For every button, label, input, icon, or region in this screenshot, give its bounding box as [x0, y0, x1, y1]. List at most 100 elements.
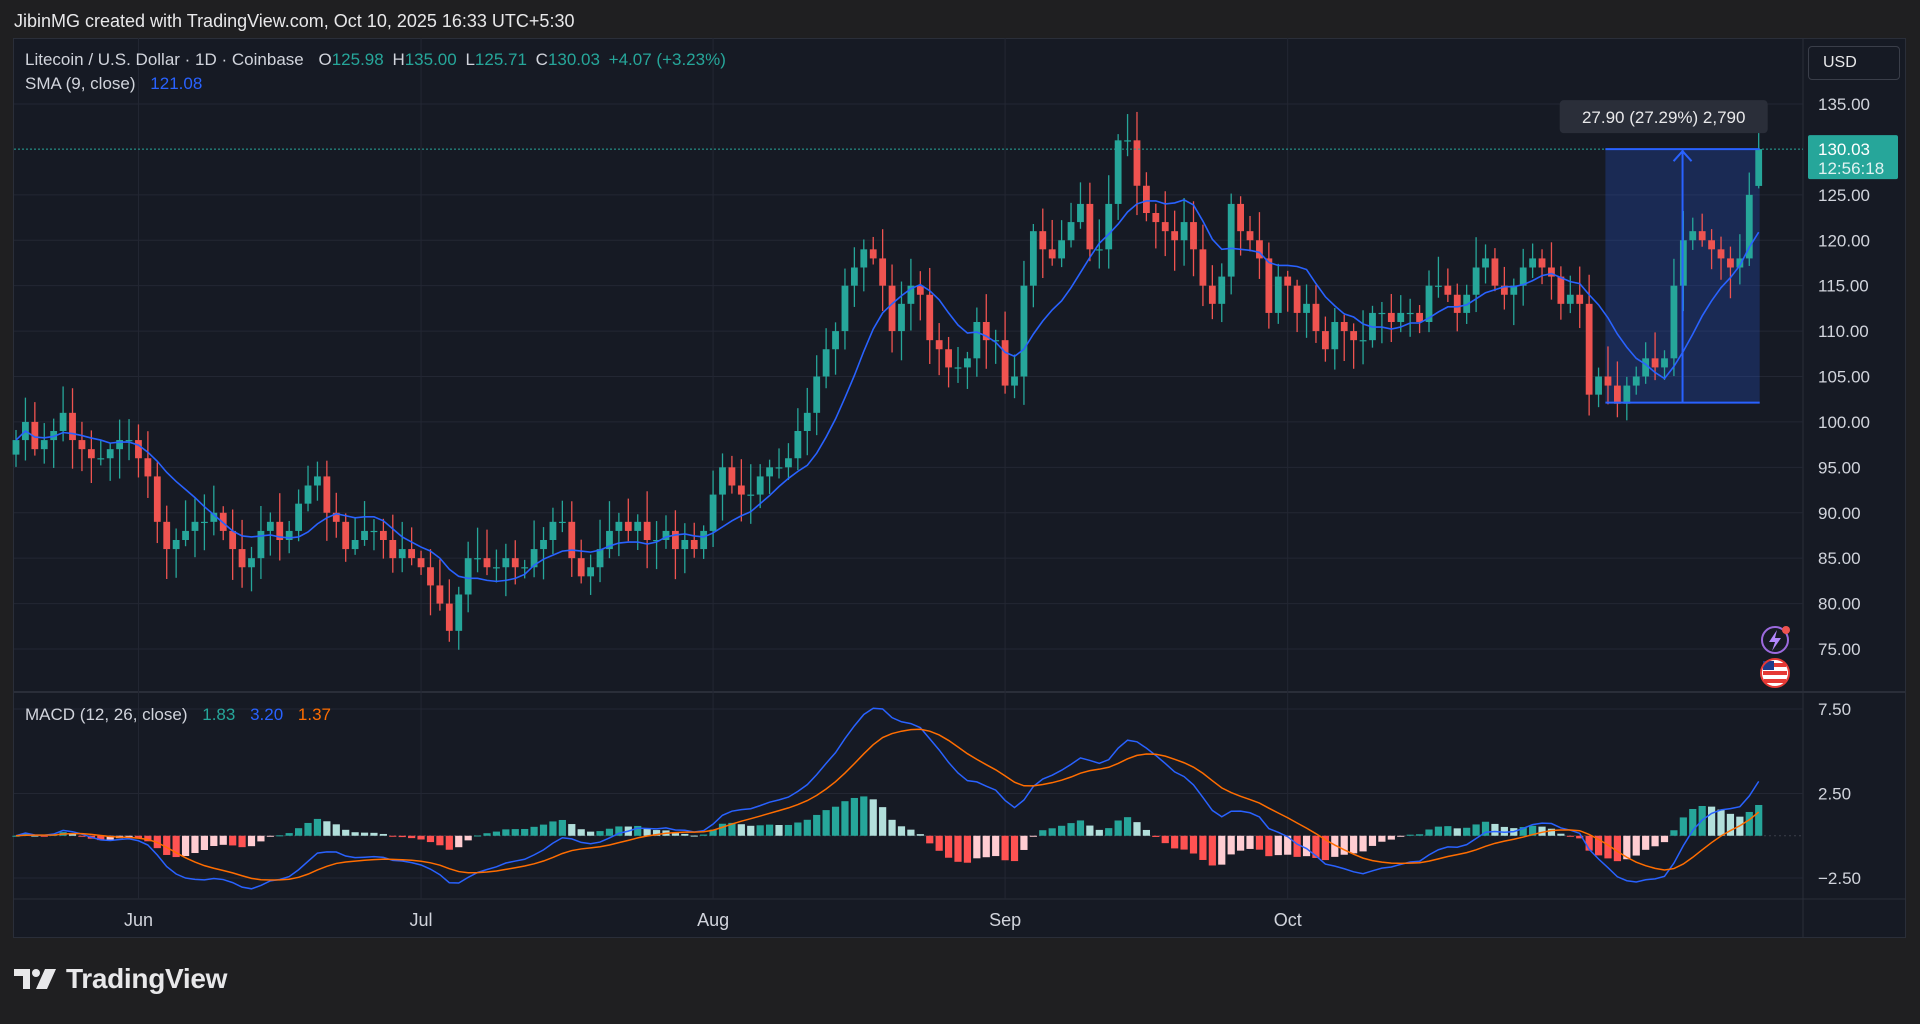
candle-body: [1745, 194, 1753, 259]
macd-histogram-bar: [473, 835, 482, 837]
macd-histogram-bar: [304, 822, 312, 836]
price-legend: Litecoin / U.S. Dollar · 1D · Coinbase O…: [25, 50, 730, 70]
candle-body: [1500, 285, 1508, 295]
candle-body: [540, 540, 547, 550]
macd-histogram-bar: [1651, 835, 1659, 847]
macd-histogram-bar: [1547, 828, 1556, 836]
price-tick-label: 125.00: [1818, 186, 1870, 205]
macd-histogram-bar: [1406, 834, 1414, 836]
macd-histogram-bar: [1237, 835, 1245, 851]
macd-histogram-bar: [1359, 835, 1367, 852]
candle-body: [1651, 358, 1659, 368]
candle-body: [248, 558, 255, 568]
candle-body: [238, 549, 246, 568]
macd-histogram-bar: [1387, 835, 1395, 840]
macd-histogram-bar: [879, 807, 887, 836]
candle-body: [483, 558, 491, 568]
candle-body: [1416, 312, 1423, 322]
macd-histogram-bar: [907, 829, 915, 836]
price-tick-label: 75.00: [1818, 640, 1861, 659]
macd-histogram-bar: [831, 806, 840, 836]
macd-histogram-bar: [191, 835, 199, 854]
candle-body: [624, 521, 632, 531]
candle-body: [907, 285, 915, 304]
macd-histogram-bar: [681, 833, 689, 836]
candle-body: [106, 449, 114, 459]
candle-body: [182, 530, 189, 540]
macd-histogram-bar: [125, 835, 133, 838]
candle-body: [653, 540, 660, 542]
candle-body: [1293, 285, 1301, 313]
candle-body: [681, 540, 689, 550]
candle-body: [1698, 231, 1706, 241]
candle-body: [719, 467, 726, 495]
candle-body: [87, 449, 95, 459]
macd-histogram-bar: [1340, 835, 1348, 855]
flag-canton: [1763, 661, 1774, 670]
macd-histogram-bar: [1604, 835, 1612, 859]
candle-body: [1755, 149, 1763, 186]
candle-body: [1576, 294, 1584, 304]
candle-body: [511, 558, 519, 568]
candle-body: [926, 294, 934, 341]
macd-histogram-bar: [926, 835, 934, 844]
macd-histogram-bar: [822, 810, 830, 836]
flag-stripe: [1764, 679, 1786, 683]
price-tick-label: 110.00: [1818, 322, 1869, 341]
flash-alert-dot: [1782, 626, 1790, 634]
candle-body: [12, 440, 20, 455]
sma-label: SMA (9, close): [25, 74, 136, 93]
macd-histogram-bar: [1557, 833, 1565, 836]
measure-label: 27.90 (27.29%) 2,790: [1582, 108, 1746, 127]
macd-histogram-bar: [1171, 835, 1179, 849]
candle-body: [191, 521, 199, 531]
candle-body: [1020, 285, 1028, 377]
candle-body: [1095, 249, 1103, 251]
candle-body: [342, 521, 350, 550]
candle-body: [803, 412, 811, 431]
macd-histogram-bar: [1001, 835, 1009, 861]
close-label: C: [535, 50, 548, 69]
macd-histogram-bar: [1745, 811, 1753, 836]
candle-body: [1340, 322, 1348, 332]
candle-body: [1425, 285, 1433, 322]
macd-histogram-bar: [1255, 835, 1264, 850]
currency-button[interactable]: USD: [1808, 46, 1900, 80]
tradingview-logo: TradingView: [14, 963, 227, 995]
macd-histogram-bar: [558, 819, 566, 836]
candle-body: [662, 530, 670, 540]
candle-body: [295, 503, 302, 531]
macd-histogram-bar: [219, 835, 227, 845]
candle-body: [125, 440, 133, 442]
macd-histogram-bar: [850, 797, 858, 836]
candle-body: [153, 476, 161, 522]
top-bar: JibinMG created with TradingView.com, Oc…: [0, 0, 1920, 38]
candle-body: [1218, 276, 1226, 304]
candle-body: [521, 567, 529, 569]
candle-body: [1067, 222, 1075, 241]
macd-histogram-bar: [596, 831, 604, 836]
macd-histogram-bar: [1425, 829, 1433, 836]
candle-body: [794, 431, 802, 459]
candle-body: [1538, 258, 1546, 268]
candle-body: [643, 521, 651, 540]
measure-arrow-head: [1672, 149, 1693, 162]
candle-body: [737, 485, 745, 495]
measure-label-bg: [1559, 100, 1768, 134]
macd-histogram-bar: [700, 834, 708, 836]
candle-body: [1077, 203, 1084, 223]
candle-body: [879, 258, 887, 286]
candle-countdown: 12:56:18: [1818, 159, 1884, 178]
candle-body: [964, 358, 971, 368]
flag-stripe: [1764, 663, 1786, 667]
macd-histogram-bar: [605, 828, 614, 836]
candle-body: [1039, 231, 1047, 250]
macd-tick-label: 2.50: [1818, 785, 1851, 804]
candle-body: [898, 303, 905, 332]
macd-histogram-bar: [1594, 835, 1603, 856]
candle-body: [1491, 258, 1499, 286]
candle-body: [78, 440, 86, 450]
candle-body: [502, 558, 510, 568]
candle-body: [1199, 249, 1207, 286]
